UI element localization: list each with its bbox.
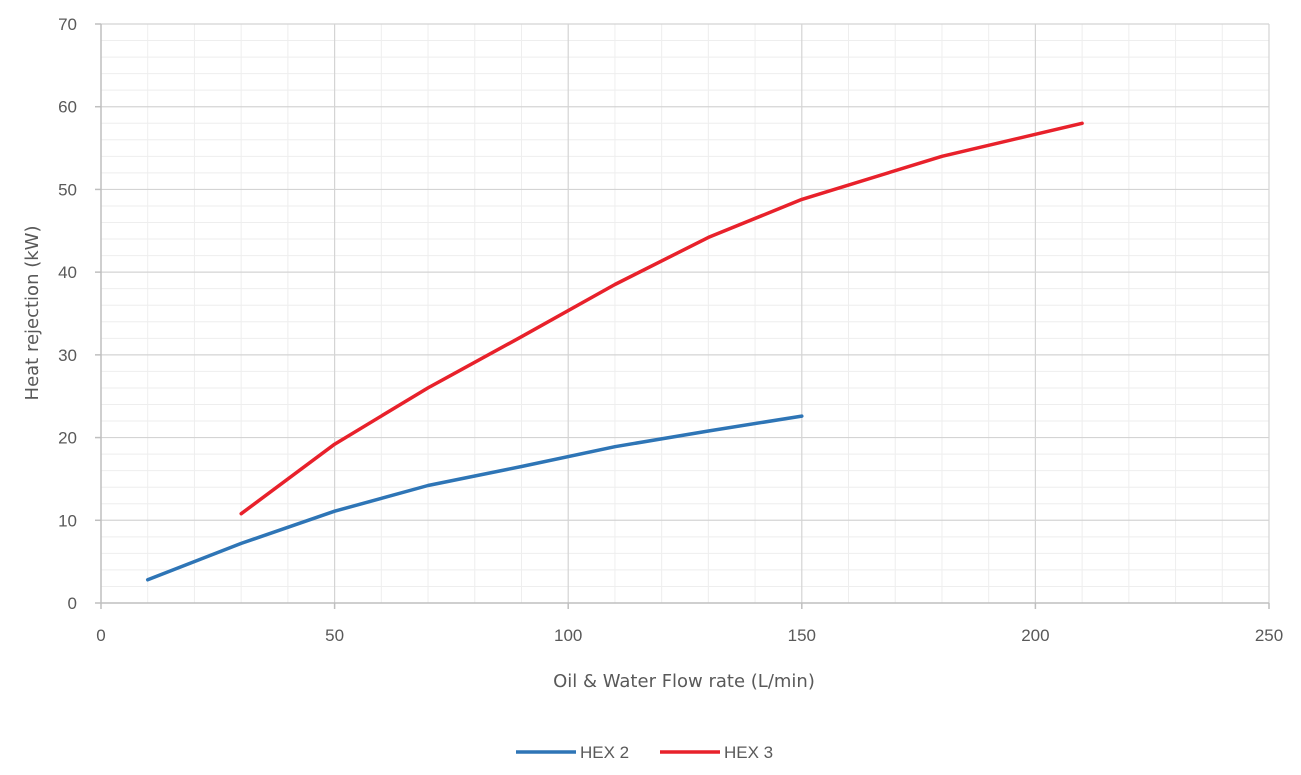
- y-tick-label: 40: [58, 263, 77, 282]
- y-tick-label: 30: [58, 346, 77, 365]
- x-tick-label: 100: [554, 626, 582, 645]
- y-axis-title: Heat rejection (kW): [22, 226, 43, 401]
- x-tick-label: 250: [1255, 626, 1283, 645]
- x-tick-label: 150: [788, 626, 816, 645]
- x-tick-labels: 0 50 100 150 200 250: [96, 626, 1283, 645]
- y-tick-label: 10: [58, 511, 77, 530]
- x-axis-title: Oil & Water Flow rate (L/min): [553, 671, 815, 692]
- y-tick-label: 50: [58, 180, 77, 199]
- legend-label-hex-2: HEX 2: [580, 743, 629, 762]
- x-tick-label: 50: [325, 626, 344, 645]
- series-line-hex-2: [145, 414, 804, 582]
- y-tick-labels: 0 10 20 30 40 50 60 70: [58, 15, 77, 613]
- x-tick-label: 0: [96, 626, 105, 645]
- minor-grid: [101, 24, 1269, 603]
- y-tick-label: 70: [58, 15, 77, 34]
- legend-item-hex-2: HEX 2: [516, 743, 629, 762]
- y-tick-label: 60: [58, 98, 77, 117]
- x-tick-label: 200: [1021, 626, 1049, 645]
- major-grid: [101, 23, 1270, 603]
- series-lines: [145, 121, 1084, 582]
- legend-label-hex-3: HEX 3: [724, 743, 773, 762]
- y-tick-label: 20: [58, 429, 77, 448]
- legend: HEX 2 HEX 3: [516, 743, 773, 762]
- y-tick-label: 0: [68, 594, 77, 613]
- legend-item-hex-3: HEX 3: [660, 743, 773, 762]
- axes: [95, 23, 1270, 609]
- series-line-hex-3: [239, 121, 1084, 516]
